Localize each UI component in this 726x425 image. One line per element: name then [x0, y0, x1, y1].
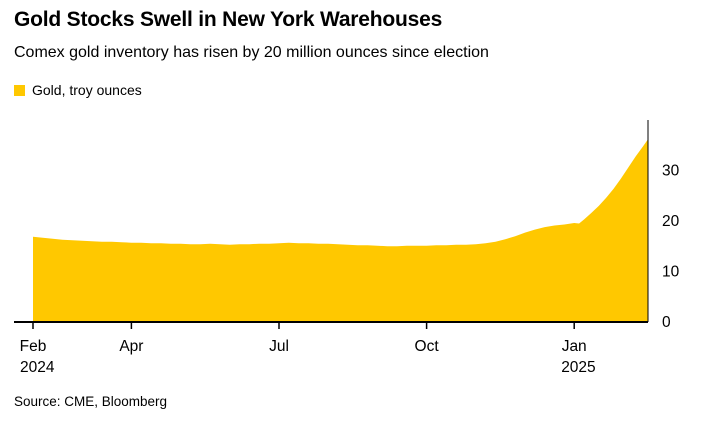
x-tick-label: Apr: [119, 338, 143, 355]
chart-subtitle: Comex gold inventory has risen by 20 mil…: [14, 44, 489, 61]
source-text: Source: CME, Bloomberg: [14, 394, 168, 409]
legend-swatch: [14, 84, 25, 96]
y-tick-label: 10: [662, 264, 680, 281]
area-series: [33, 139, 648, 322]
x-tick-label: Oct: [415, 338, 440, 355]
gold-inventory-area-chart: Feb 2024 Apr Jul Oct Jan 2025 0 10 20 30: [14, 120, 680, 376]
x-tick-label: Feb: [20, 338, 47, 355]
y-tick-label: 20: [662, 213, 680, 230]
x-tick-label: Jan: [562, 338, 587, 355]
x-tick-year-label: 2025: [561, 359, 595, 376]
legend: Gold, troy ounces: [14, 82, 142, 98]
chart-title: Gold Stocks Swell in New York Warehouses: [14, 8, 443, 31]
y-tick-label: 30: [662, 163, 680, 180]
x-tick-year-label: 2024: [20, 359, 55, 376]
legend-label: Gold, troy ounces: [32, 82, 142, 98]
x-tick-label: Jul: [269, 338, 289, 355]
y-tick-label: 0: [662, 314, 671, 331]
